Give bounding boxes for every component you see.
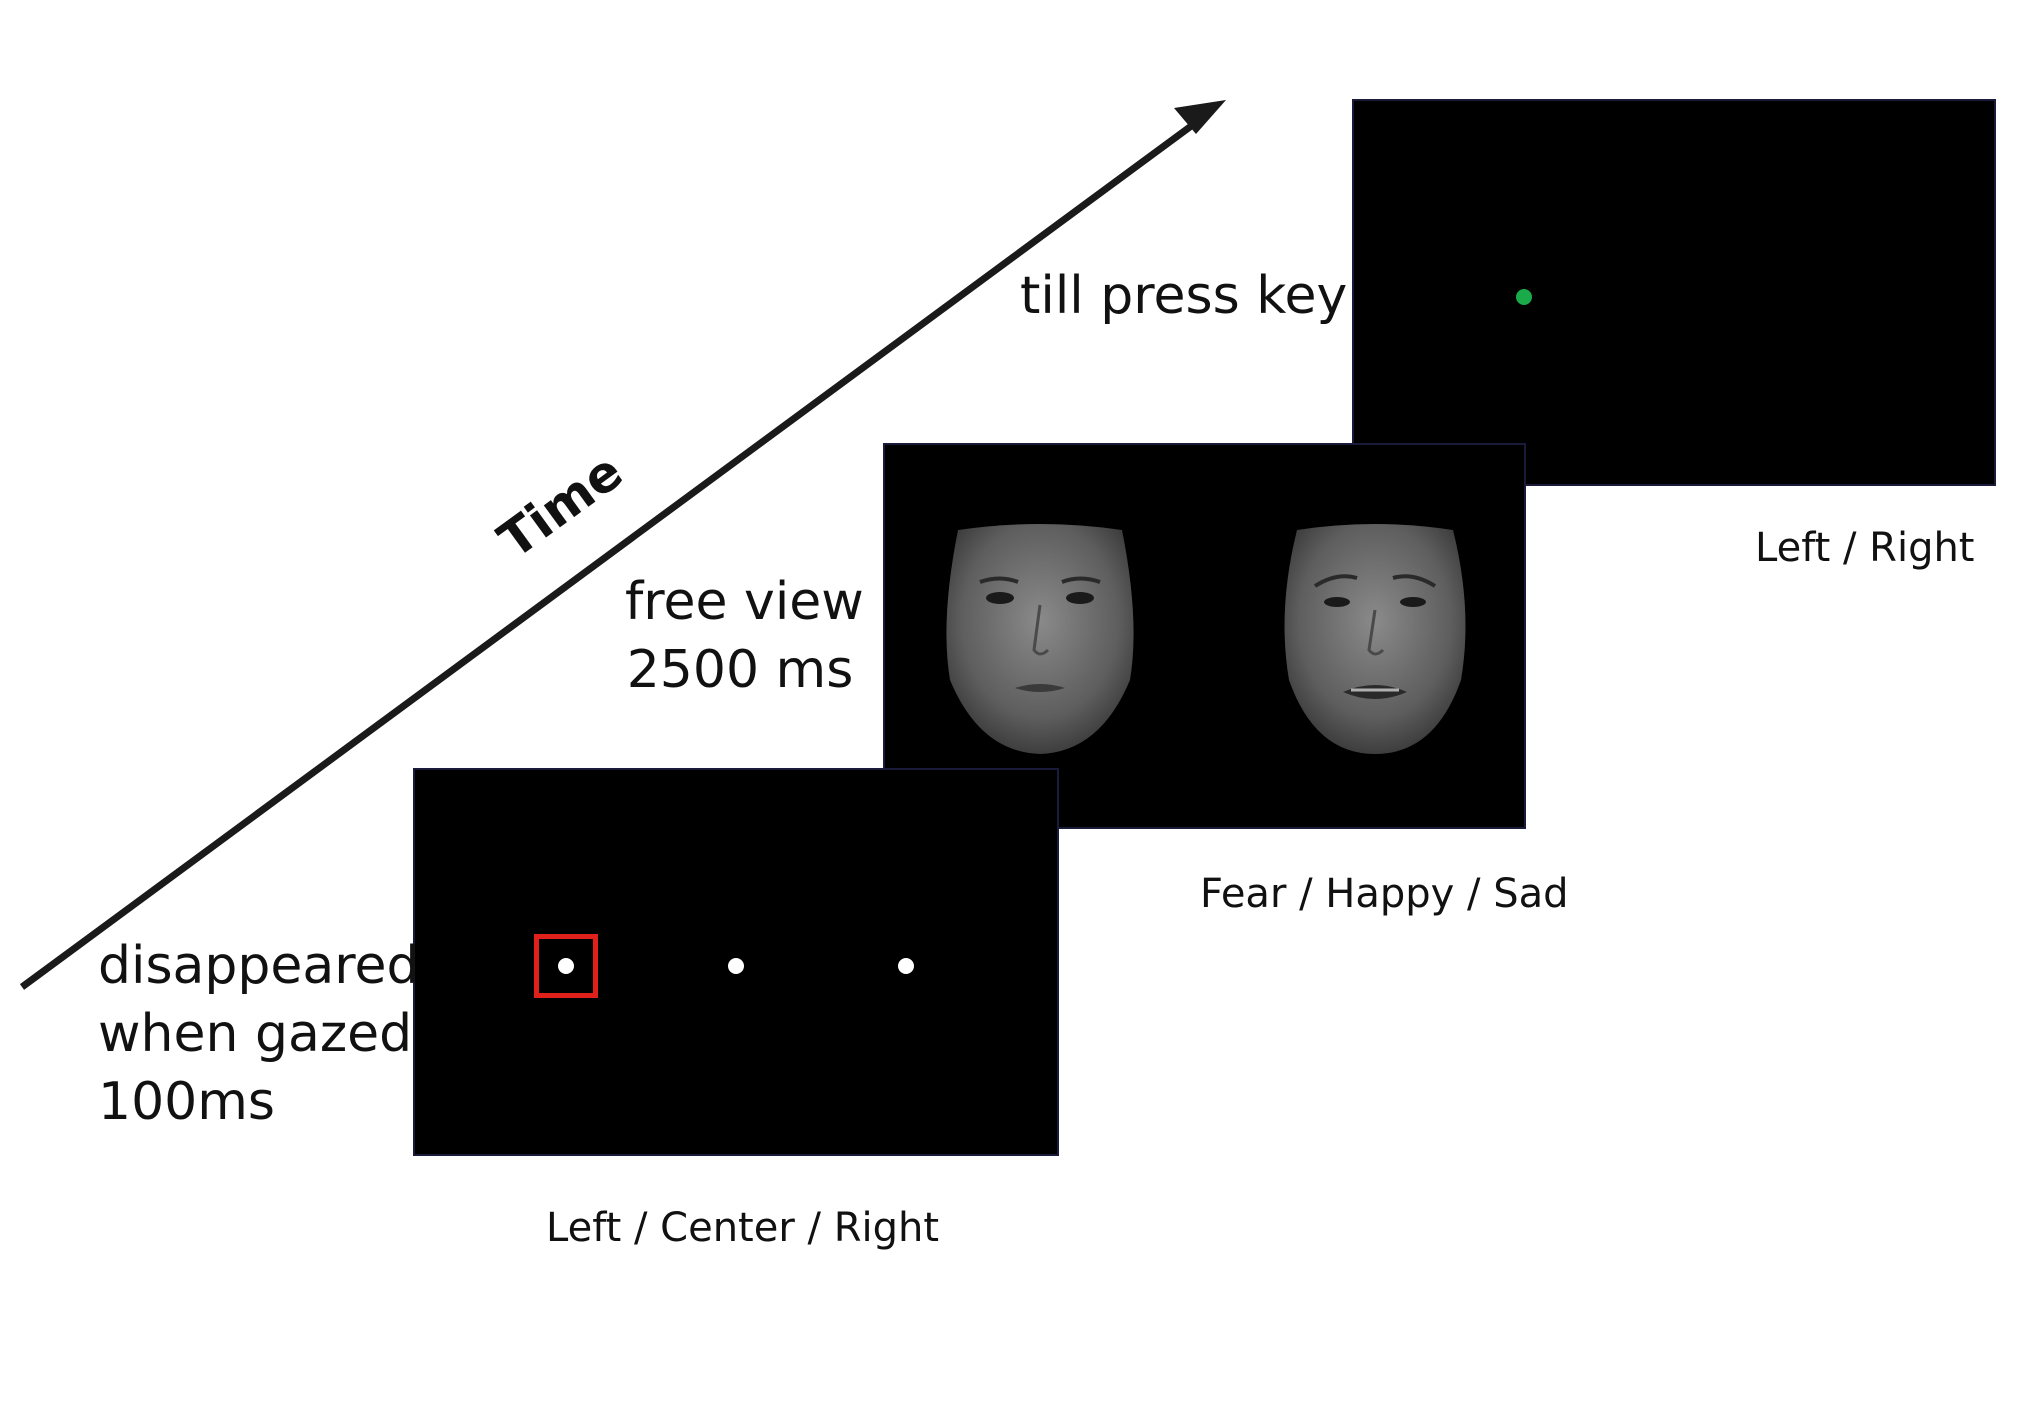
fixation-caption: Left / Center / Right [546, 1205, 940, 1251]
response-caption: Left / Right [1755, 525, 1975, 571]
faces-caption: Fear / Happy / Sad [1200, 871, 1569, 917]
response-description: till press key [1020, 262, 1347, 330]
time-arrow-shaft [19, 118, 1201, 990]
faces-description-line-1: free view [625, 572, 864, 632]
gaze-target-highlight [534, 934, 598, 998]
faces-description: free view 2500 ms [625, 568, 864, 704]
fixation-description-line-3: 100ms [98, 1072, 275, 1132]
fixation-description-line-2: when gazed [98, 1004, 413, 1064]
time-arrow-head [1174, 100, 1226, 134]
fixation-dot-right [898, 958, 914, 974]
faces-screen [883, 443, 1526, 829]
fixation-dot-left [558, 958, 574, 974]
fixation-dot-center [728, 958, 744, 974]
neutral-face-image [946, 524, 1134, 754]
fixation-description-line-1: disappeared [98, 936, 420, 996]
response-screen [1352, 99, 1996, 486]
response-description-line-1: till press key [1020, 266, 1348, 326]
fixation-description: disappeared when gazed 100ms [98, 932, 420, 1136]
faces-description-line-2: 2500 ms [626, 640, 854, 700]
fixation-screen [413, 768, 1059, 1156]
response-fixation-dot [1516, 289, 1532, 305]
fear-face-image [1284, 524, 1466, 754]
